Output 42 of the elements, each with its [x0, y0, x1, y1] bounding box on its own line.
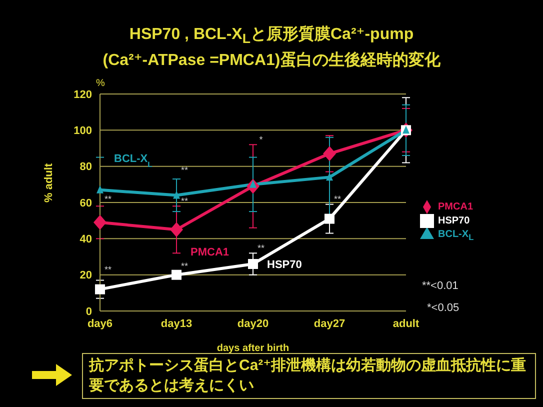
y-tick-label: 60	[80, 197, 92, 210]
x-tick-label: day27	[314, 318, 346, 330]
x-tick-label: day20	[237, 318, 269, 330]
y-tick-label: 40	[80, 234, 92, 246]
point	[324, 214, 334, 224]
text: **<0.01	[422, 280, 458, 292]
point	[323, 146, 336, 162]
x-tick-label: day6	[87, 318, 113, 330]
point	[248, 258, 258, 269]
y-axis-title: % adult	[42, 163, 55, 202]
annotation: **	[180, 165, 188, 176]
text: %	[96, 78, 105, 89]
annotation: **	[180, 196, 188, 206]
annotation: **	[257, 242, 265, 253]
text: BCL-X$_{L}$	[114, 152, 152, 168]
point	[96, 185, 104, 194]
annotation: **	[334, 194, 342, 204]
point	[172, 270, 182, 280]
x-tick-label: day13	[160, 318, 192, 330]
annotation: **	[180, 260, 188, 271]
text: 抗アポトーシス蛋白とCa²⁺排泄機構は幼若動物の虚血抵抗性に重要であるとは考えにくい	[82, 353, 536, 399]
y-tick-label: 120	[74, 88, 92, 101]
annotation: *	[259, 134, 264, 144]
text: *<0.05	[427, 302, 460, 314]
y-tick-label: 80	[80, 161, 92, 174]
x-axis-title: days after birth	[216, 343, 290, 354]
chart-title: HSP70 , BCL-X$_{L}$と原形質膜Ca²⁺-pump (Ca²⁺-ATPase =PMCA1)蛋白の生後経時的変化	[102, 24, 442, 72]
legend-label: HSP70	[438, 215, 470, 226]
legend-label: BCL-X$_{L}$	[438, 229, 474, 242]
x-tick-label: adult	[392, 318, 420, 330]
point	[170, 222, 183, 238]
text: PMCA1	[190, 246, 230, 259]
annotation: **	[104, 264, 112, 275]
annotation: **	[104, 194, 112, 204]
y-tick-label: 100	[74, 125, 92, 138]
point	[326, 172, 333, 181]
y-tick-label: 20	[80, 270, 92, 282]
text: HSP70	[267, 258, 302, 271]
point	[95, 284, 105, 294]
y-tick-label: 0	[86, 306, 92, 318]
point	[94, 214, 106, 230]
legend-label: PMCA1	[438, 201, 474, 212]
